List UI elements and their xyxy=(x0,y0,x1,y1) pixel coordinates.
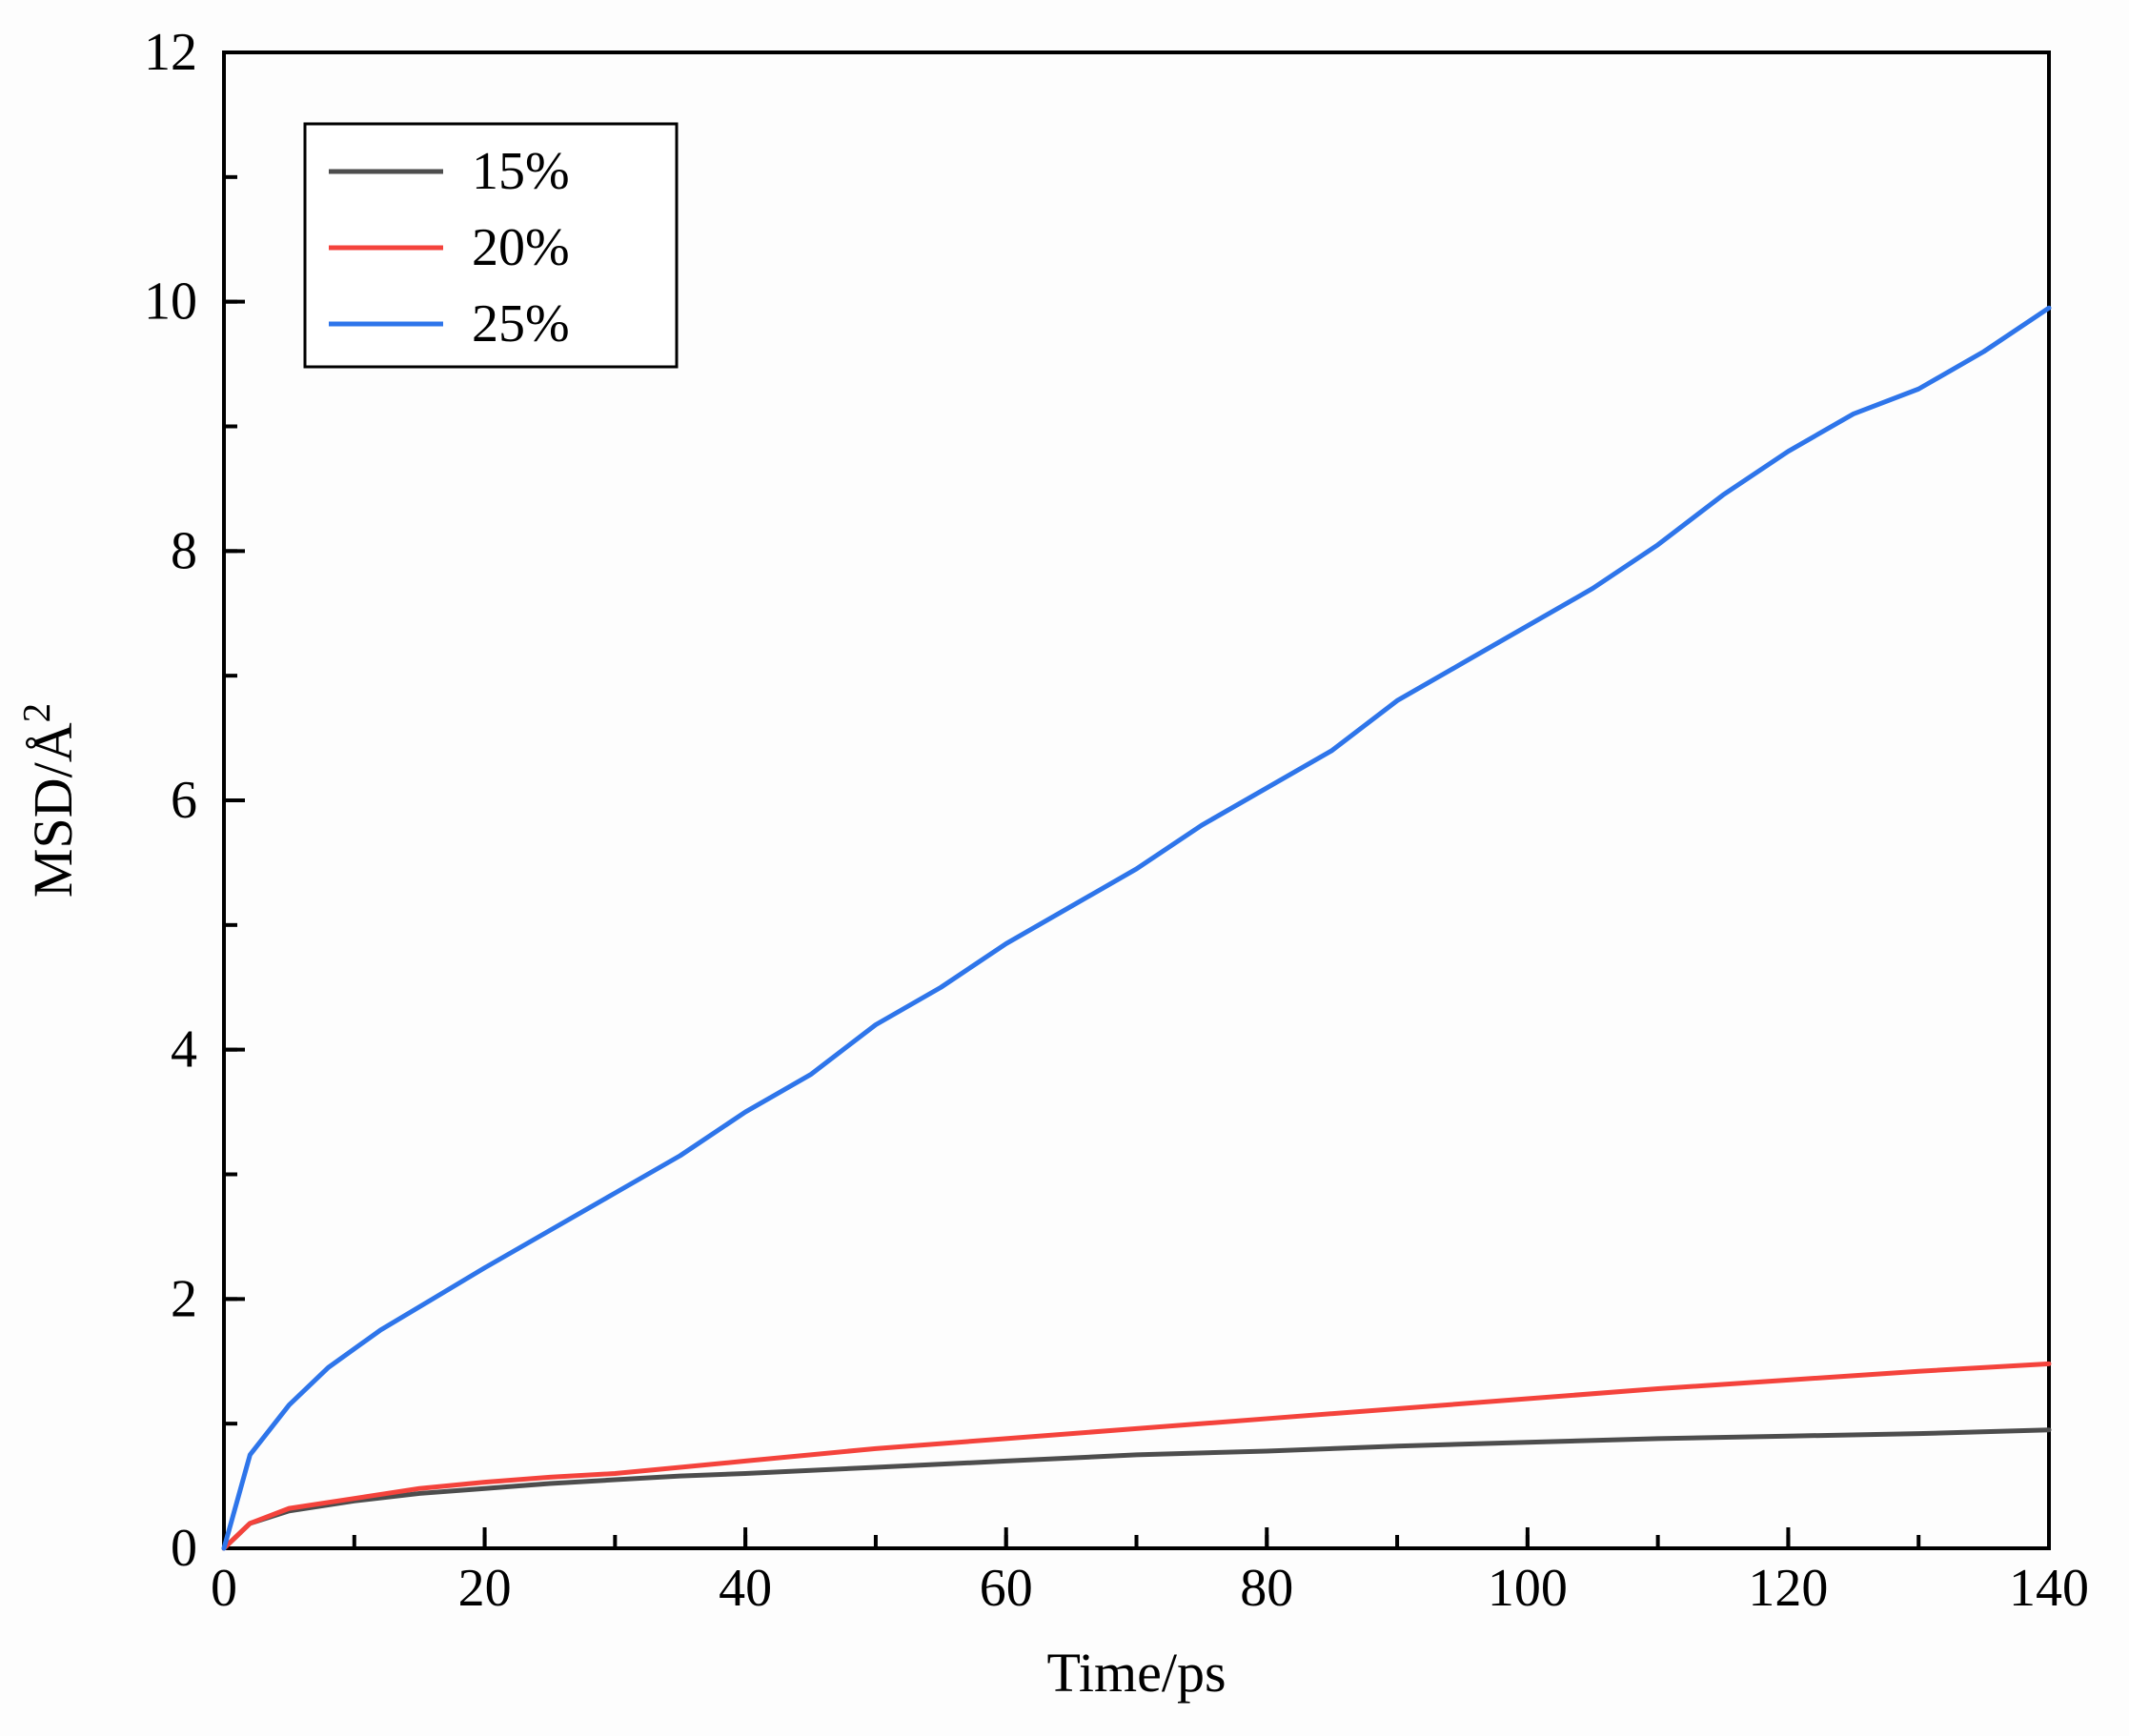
x-tick-label: 140 xyxy=(2009,1559,2089,1618)
x-tick-label: 80 xyxy=(1240,1559,1293,1618)
x-tick-label: 120 xyxy=(1748,1559,1828,1618)
y-tick-label: 4 xyxy=(171,1020,197,1080)
legend-label: 25% xyxy=(472,294,570,353)
y-tick-label: 12 xyxy=(144,23,197,82)
y-tick-label: 0 xyxy=(171,1519,197,1578)
x-tick-label: 100 xyxy=(1488,1559,1568,1618)
y-tick-label: 6 xyxy=(171,771,197,830)
chart-svg: 0 20 40 60 80 100 120 140 Time/ps 0 2 4 6 8 10 12 MSD/Å2… xyxy=(0,0,2129,1736)
legend-label: 15% xyxy=(472,142,570,201)
x-tick-label: 60 xyxy=(980,1559,1033,1618)
y-tick-label: 8 xyxy=(171,521,197,580)
msd-line-chart: 0 20 40 60 80 100 120 140 Time/ps 0 2 4 6 8 10 12 MSD/Å2… xyxy=(0,0,2129,1736)
x-tick-label: 40 xyxy=(719,1559,772,1618)
y-tick-label: 2 xyxy=(171,1269,197,1328)
y-axis-label: MSD/Å2 xyxy=(14,703,84,898)
x-axis-label: Time/ps xyxy=(1046,1642,1226,1704)
x-tick-label: 20 xyxy=(458,1559,512,1618)
legend-label: 20% xyxy=(472,218,570,277)
x-tick-label: 0 xyxy=(211,1559,237,1618)
y-tick-label: 10 xyxy=(144,273,197,332)
